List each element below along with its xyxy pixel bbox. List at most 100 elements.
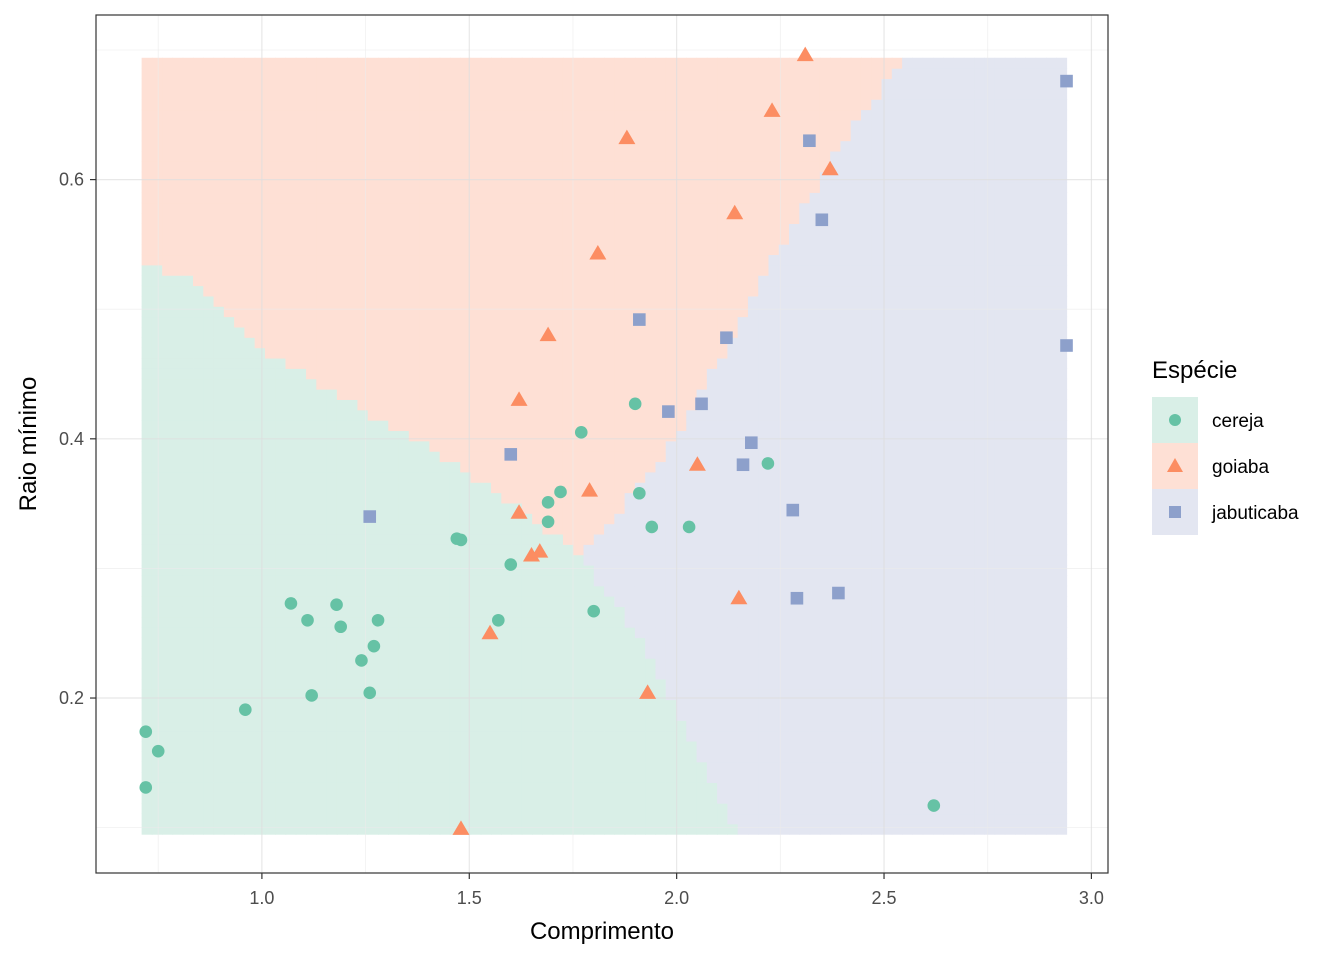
- region-cell-cereja: [583, 730, 595, 742]
- region-cell-cereja: [347, 823, 359, 835]
- region-cell-goiaba: [747, 202, 759, 214]
- region-cell-cereja: [306, 409, 317, 421]
- region-cell-goiaba: [275, 57, 287, 69]
- region-cell-cereja: [388, 720, 400, 732]
- region-cell-cereja: [254, 813, 266, 825]
- region-cell-cereja: [542, 627, 554, 639]
- region-cell-goiaba: [326, 140, 338, 152]
- region-cell-cereja: [491, 513, 502, 525]
- region-cell-cereja: [604, 658, 615, 670]
- region-cell-cereja: [275, 689, 287, 701]
- region-cell-cereja: [460, 740, 472, 752]
- region-cell-cereja: [254, 399, 266, 411]
- region-cell-goiaba: [717, 244, 728, 256]
- region-cell-goiaba: [182, 68, 194, 80]
- region-cell-goiaba: [645, 275, 657, 287]
- region-cell-goiaba: [676, 223, 687, 235]
- region-cell-goiaba: [655, 440, 667, 452]
- region-cell-cereja: [357, 451, 369, 463]
- region-cell-goiaba: [614, 285, 626, 297]
- region-cell-goiaba: [326, 368, 338, 380]
- region-cell-cereja: [172, 730, 184, 742]
- region-cell-cereja: [439, 761, 451, 773]
- region-cell-goiaba: [398, 316, 410, 328]
- region-cell-jabuticaba: [768, 285, 780, 297]
- region-cell-jabuticaba: [727, 368, 739, 380]
- region-cell-goiaba: [706, 161, 718, 173]
- region-cell-goiaba: [665, 109, 677, 121]
- region-cell-cereja: [336, 637, 348, 649]
- region-cell-goiaba: [377, 119, 389, 131]
- region-cell-goiaba: [285, 130, 297, 142]
- region-cell-goiaba: [624, 420, 636, 432]
- region-cell-goiaba: [511, 140, 523, 152]
- region-cell-cereja: [614, 658, 626, 670]
- region-cell-goiaba: [727, 244, 739, 256]
- region-cell-goiaba: [614, 68, 626, 80]
- region-cell-cereja: [162, 544, 174, 556]
- region-cell-jabuticaba: [634, 575, 646, 587]
- region-cell-cereja: [377, 606, 389, 618]
- region-cell-goiaba: [172, 181, 184, 193]
- region-cell-cereja: [552, 823, 564, 835]
- region-cell-cereja: [429, 813, 441, 825]
- region-cell-goiaba: [665, 78, 677, 90]
- region-cell-cereja: [357, 751, 369, 763]
- region-cell-cereja: [306, 782, 317, 794]
- region-cell-cereja: [326, 792, 338, 804]
- region-cell-goiaba: [562, 275, 574, 287]
- region-cell-goiaba: [573, 171, 585, 183]
- region-cell-cereja: [347, 678, 359, 690]
- region-cell-cereja: [182, 616, 194, 628]
- region-cell-jabuticaba: [737, 751, 749, 763]
- region-cell-goiaba: [295, 68, 307, 80]
- region-cell-goiaba: [583, 223, 595, 235]
- region-cell-goiaba: [460, 150, 472, 162]
- region-cell-goiaba: [573, 440, 585, 452]
- region-cell-goiaba: [429, 337, 441, 349]
- region-cell-cereja: [449, 658, 461, 670]
- region-cell-goiaba: [583, 285, 595, 297]
- region-cell-cereja: [449, 678, 461, 690]
- region-cell-cereja: [213, 616, 225, 628]
- region-cell-jabuticaba: [717, 699, 728, 711]
- region-cell-goiaba: [542, 192, 554, 204]
- region-cell-goiaba: [449, 68, 461, 80]
- region-cell-cereja: [419, 761, 430, 773]
- region-cell-goiaba: [809, 57, 821, 69]
- region-cell-jabuticaba: [706, 627, 718, 639]
- region-cell-cereja: [706, 782, 718, 794]
- region-cell-goiaba: [306, 78, 317, 90]
- region-cell-goiaba: [223, 295, 235, 307]
- region-cell-goiaba: [377, 57, 389, 69]
- region-cell-goiaba: [429, 140, 441, 152]
- region-cell-goiaba: [624, 233, 636, 245]
- region-cell-cereja: [552, 585, 564, 597]
- region-cell-cereja: [141, 554, 153, 566]
- region-cell-jabuticaba: [717, 616, 728, 628]
- region-cell-cereja: [408, 461, 420, 473]
- region-cell-goiaba: [244, 192, 256, 204]
- region-cell-jabuticaba: [737, 575, 749, 587]
- region-cell-jabuticaba: [758, 689, 770, 701]
- region-cell-jabuticaba: [665, 575, 677, 587]
- region-cell-jabuticaba: [789, 803, 800, 815]
- region-cell-goiaba: [275, 233, 287, 245]
- region-cell-goiaba: [542, 306, 554, 318]
- region-cell-cereja: [244, 772, 256, 783]
- region-cell-goiaba: [542, 430, 554, 442]
- region-cell-cereja: [470, 575, 482, 587]
- region-cell-cereja: [285, 740, 297, 752]
- region-cell-cereja: [326, 658, 338, 670]
- region-cell-goiaba: [162, 264, 174, 276]
- region-cell-goiaba: [491, 244, 502, 256]
- region-cell-cereja: [532, 782, 544, 794]
- region-cell-jabuticaba: [665, 451, 677, 463]
- region-cell-cereja: [213, 803, 225, 815]
- region-cell-cereja: [377, 699, 389, 711]
- region-cell-cereja: [347, 761, 359, 773]
- region-cell-cereja: [398, 513, 410, 525]
- region-cell-cereja: [182, 637, 194, 649]
- region-cell-goiaba: [562, 347, 574, 359]
- region-cell-goiaba: [419, 399, 430, 411]
